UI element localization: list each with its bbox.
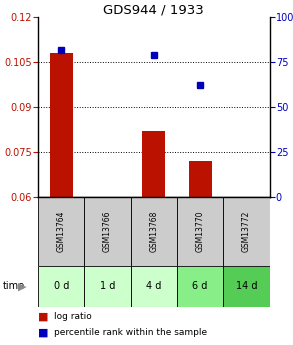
Bar: [131, 197, 177, 266]
Bar: [84, 197, 131, 266]
Text: 4 d: 4 d: [146, 282, 161, 291]
Text: ■: ■: [38, 328, 49, 338]
Bar: [50, 53, 73, 197]
Text: time: time: [3, 282, 25, 291]
Bar: [38, 266, 84, 307]
Text: log ratio: log ratio: [54, 312, 92, 321]
Bar: [177, 266, 223, 307]
Text: GSM13770: GSM13770: [196, 210, 205, 252]
Text: GSM13766: GSM13766: [103, 210, 112, 252]
Text: ■: ■: [38, 312, 49, 322]
Bar: [131, 266, 177, 307]
Title: GDS944 / 1933: GDS944 / 1933: [103, 3, 204, 16]
Bar: [142, 131, 165, 197]
Text: 1 d: 1 d: [100, 282, 115, 291]
Bar: [223, 197, 270, 266]
Text: 14 d: 14 d: [236, 282, 257, 291]
Text: 0 d: 0 d: [54, 282, 69, 291]
Bar: [223, 266, 270, 307]
Text: GSM13768: GSM13768: [149, 210, 158, 252]
Text: 6 d: 6 d: [193, 282, 208, 291]
Text: percentile rank within the sample: percentile rank within the sample: [54, 328, 207, 337]
Text: GSM13764: GSM13764: [57, 210, 66, 252]
Bar: [84, 266, 131, 307]
Bar: [38, 197, 84, 266]
Bar: [177, 197, 223, 266]
Bar: [189, 161, 212, 197]
Text: ▶: ▶: [18, 282, 26, 291]
Text: GSM13772: GSM13772: [242, 210, 251, 252]
